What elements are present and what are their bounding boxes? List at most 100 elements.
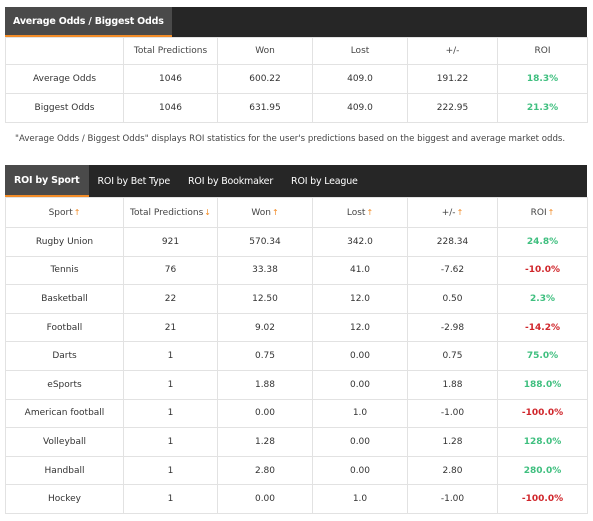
table-row: Football 21 9.02 12.0 -2.98 -14.2% xyxy=(5,312,588,343)
sport-cell-plusminus: -7.62 xyxy=(407,255,498,286)
sport-cell-lost: 1.0 xyxy=(312,398,408,429)
sport-cell-plusminus: 0.75 xyxy=(407,341,498,371)
sport-cell-total: 1 xyxy=(123,484,218,514)
odds-tabbar: Average Odds / Biggest Odds xyxy=(5,7,587,37)
sport-header-total-predictions[interactable]: Total Predictions↓ xyxy=(123,197,218,228)
sport-cell-lost: 342.0 xyxy=(312,227,408,257)
sport-cell-roi: -10.0% xyxy=(497,255,588,286)
sport-cell-plusminus: 1.88 xyxy=(407,369,498,400)
table-row: Biggest Odds 1046 631.95 409.0 222.95 21.3% xyxy=(5,93,588,123)
sport-cell-name: eSports xyxy=(5,369,124,400)
odds-cell-total: 1046 xyxy=(123,93,218,123)
tab-average-biggest-odds[interactable]: Average Odds / Biggest Odds xyxy=(5,7,172,37)
sport-header-lost[interactable]: Lost↑ xyxy=(312,197,408,228)
odds-header-row: Total Predictions Won Lost +/- ROI xyxy=(5,37,588,65)
sport-cell-won: 12.50 xyxy=(217,284,313,314)
sport-cell-total: 21 xyxy=(123,312,218,343)
sport-cell-lost: 0.00 xyxy=(312,341,408,371)
odds-header-total: Total Predictions xyxy=(123,37,218,65)
sport-cell-total: 1 xyxy=(123,455,218,486)
sport-cell-roi: 188.0% xyxy=(497,369,588,400)
sport-cell-lost: 0.00 xyxy=(312,455,408,486)
sport-cell-roi: -100.0% xyxy=(497,398,588,429)
sport-cell-roi: 2.3% xyxy=(497,284,588,314)
odds-cell-lost: 409.0 xyxy=(312,64,408,94)
sport-cell-plusminus: -1.00 xyxy=(407,484,498,514)
table-row: Volleyball 1 1.28 0.00 1.28 128.0% xyxy=(5,427,588,457)
tab-roi-by-bookmaker[interactable]: ROI by Bookmaker xyxy=(188,175,274,187)
sport-cell-plusminus: 2.80 xyxy=(407,455,498,486)
odds-row-label: Biggest Odds xyxy=(5,93,124,123)
sport-cell-total: 76 xyxy=(123,255,218,286)
table-row: Tennis 76 33.38 41.0 -7.62 -10.0% xyxy=(5,255,588,286)
sport-cell-plusminus: 228.34 xyxy=(407,227,498,257)
tab-roi-by-sport[interactable]: ROI by Sport xyxy=(5,165,89,197)
sport-cell-lost: 12.0 xyxy=(312,284,408,314)
sport-cell-name: Rugby Union xyxy=(5,227,124,257)
sport-header-roi[interactable]: ROI↑ xyxy=(497,197,588,228)
odds-header-lost: Lost xyxy=(312,37,408,65)
sport-cell-roi: 128.0% xyxy=(497,427,588,457)
roi-by-sport-table: Sport↑ Total Predictions↓ Won↑ Lost↑ +/-↑ ROI… xyxy=(5,197,588,514)
tab-roi-by-league[interactable]: ROI by League xyxy=(291,175,358,187)
odds-cell-won: 600.22 xyxy=(217,64,313,94)
sport-cell-won: 33.38 xyxy=(217,255,313,286)
sort-arrow-icon[interactable]: ↑ xyxy=(547,207,555,217)
sport-cell-plusminus: 0.50 xyxy=(407,284,498,314)
odds-header-empty xyxy=(5,37,124,65)
sport-cell-name: Tennis xyxy=(5,255,124,286)
sport-header-plusminus[interactable]: +/-↑ xyxy=(407,197,498,228)
sport-cell-plusminus: 1.28 xyxy=(407,427,498,457)
sport-cell-name: Handball xyxy=(5,455,124,486)
sport-cell-plusminus: -2.98 xyxy=(407,312,498,343)
table-row: American football 1 0.00 1.0 -1.00 -100.0% xyxy=(5,398,588,429)
sort-arrow-icon[interactable]: ↑ xyxy=(456,207,464,217)
sport-cell-total: 22 xyxy=(123,284,218,314)
sport-header-won[interactable]: Won↑ xyxy=(217,197,313,228)
odds-cell-lost: 409.0 xyxy=(312,93,408,123)
sport-cell-lost: 1.0 xyxy=(312,484,408,514)
tab-roi-by-bet-type[interactable]: ROI by Bet Type xyxy=(97,175,171,187)
sort-arrow-icon[interactable]: ↑ xyxy=(366,207,374,217)
table-row: Hockey 1 0.00 1.0 -1.00 -100.0% xyxy=(5,484,588,514)
table-row: Average Odds 1046 600.22 409.0 191.22 18.3% xyxy=(5,64,588,94)
sport-header-label: +/- xyxy=(441,207,456,218)
table-row: Basketball 22 12.50 12.0 0.50 2.3% xyxy=(5,284,588,314)
sport-header-sport[interactable]: Sport↑ xyxy=(5,197,124,228)
odds-cell-roi: 18.3% xyxy=(497,64,588,94)
sport-cell-name: Volleyball xyxy=(5,427,124,457)
sport-header-label: Won xyxy=(251,207,271,218)
sport-cell-won: 1.88 xyxy=(217,369,313,400)
sport-header-label: ROI xyxy=(530,207,547,218)
sport-cell-won: 2.80 xyxy=(217,455,313,486)
sport-cell-total: 1 xyxy=(123,341,218,371)
table-row: Handball 1 2.80 0.00 2.80 280.0% xyxy=(5,455,588,486)
sport-header-label: Total Predictions xyxy=(130,207,204,218)
sport-cell-total: 921 xyxy=(123,227,218,257)
sport-cell-lost: 0.00 xyxy=(312,369,408,400)
odds-table: Total Predictions Won Lost +/- ROI Avera… xyxy=(5,37,588,123)
odds-cell-plusminus: 222.95 xyxy=(407,93,498,123)
odds-header-plusminus: +/- xyxy=(407,37,498,65)
sport-cell-won: 0.75 xyxy=(217,341,313,371)
sport-cell-lost: 0.00 xyxy=(312,427,408,457)
sport-header-label: Sport xyxy=(48,207,73,218)
odds-cell-plusminus: 191.22 xyxy=(407,64,498,94)
roi-tabbar: ROI by Sport ROI by Bet Type ROI by Book… xyxy=(5,165,587,197)
odds-row-label: Average Odds xyxy=(5,64,124,94)
odds-header-won: Won xyxy=(217,37,313,65)
sport-cell-total: 1 xyxy=(123,369,218,400)
sport-cell-roi: 24.8% xyxy=(497,227,588,257)
sport-cell-total: 1 xyxy=(123,398,218,429)
table-row: Rugby Union 921 570.34 342.0 228.34 24.8% xyxy=(5,227,588,257)
odds-cell-total: 1046 xyxy=(123,64,218,94)
sport-cell-plusminus: -1.00 xyxy=(407,398,498,429)
odds-cell-won: 631.95 xyxy=(217,93,313,123)
odds-explanation-note: "Average Odds / Biggest Odds" displays R… xyxy=(15,134,566,144)
sport-cell-won: 0.00 xyxy=(217,398,313,429)
sport-cell-roi: -14.2% xyxy=(497,312,588,343)
sort-arrow-icon[interactable]: ↑ xyxy=(73,207,81,217)
sort-arrow-icon[interactable]: ↑ xyxy=(271,207,279,217)
sport-header-label: Lost xyxy=(346,207,366,218)
sort-arrow-icon[interactable]: ↓ xyxy=(204,207,211,217)
